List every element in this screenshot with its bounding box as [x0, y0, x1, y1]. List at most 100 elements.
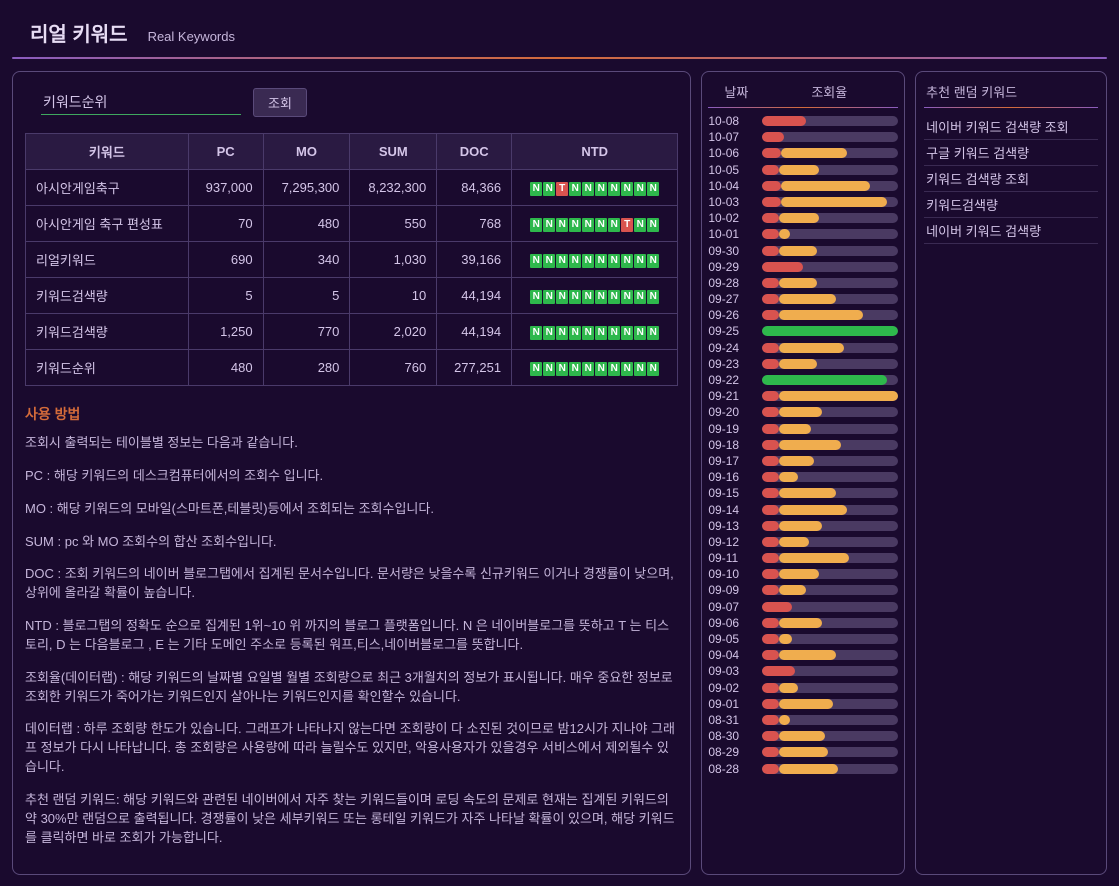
bar-row: 09-02 — [708, 681, 898, 695]
usage-paragraph: NTD : 블로그탭의 정확도 순으로 집계된 1위~10 위 까지의 블로그 … — [25, 617, 678, 655]
bar-date: 08-28 — [708, 762, 756, 776]
bar-track — [762, 683, 898, 693]
bar-track — [762, 391, 898, 401]
ntd-tag: N — [634, 290, 646, 304]
bar-row: 10-01 — [708, 227, 898, 241]
table-cell: 리얼키워드 — [26, 242, 189, 278]
bar-track — [762, 246, 898, 256]
table-cell: 7,295,300 — [263, 170, 350, 206]
bar-row: 10-05 — [708, 163, 898, 177]
table-cell: 아시안게임 축구 편성표 — [26, 206, 189, 242]
ntd-tag: N — [595, 182, 607, 196]
table-cell: 480 — [263, 206, 350, 242]
usage-paragraph: DOC : 조회 키워드의 네이버 블로그탭에서 집계된 문서수입니다. 문서량… — [25, 565, 678, 603]
bar-date: 09-05 — [708, 632, 756, 646]
bar-date: 09-26 — [708, 308, 756, 322]
bar-row: 09-25 — [708, 324, 898, 338]
bar-row: 09-03 — [708, 664, 898, 678]
bar-segment — [779, 505, 847, 515]
bar-row: 09-04 — [708, 648, 898, 662]
bar-segment — [762, 650, 778, 660]
table-cell: 1,030 — [350, 242, 437, 278]
bar-date: 08-30 — [708, 729, 756, 743]
bar-date: 09-12 — [708, 535, 756, 549]
bar-row: 09-29 — [708, 260, 898, 274]
search-row: 조회 — [41, 88, 678, 117]
chart-header-rule — [708, 107, 898, 108]
bar-segment — [779, 359, 817, 369]
ntd-tag: N — [621, 362, 633, 376]
keyword-input[interactable] — [41, 90, 241, 115]
bar-segment — [762, 683, 778, 693]
result-table: 키워드PCMOSUMDOCNTD 아시안게임축구937,0007,295,300… — [25, 133, 678, 386]
bar-segment — [779, 391, 899, 401]
bar-row: 09-27 — [708, 292, 898, 306]
bar-date: 09-03 — [708, 664, 756, 678]
bar-segment — [781, 148, 846, 158]
bar-track — [762, 715, 898, 725]
bar-segment — [779, 488, 836, 498]
bar-track — [762, 472, 898, 482]
bar-segment — [762, 278, 778, 288]
ntd-tag: N — [530, 290, 542, 304]
ntd-tag: N — [556, 290, 568, 304]
usage-paragraph: PC : 해당 키워드의 데스크컴퓨터에서의 조회수 입니다. — [25, 467, 678, 486]
bar-segment — [762, 634, 778, 644]
bar-date: 09-20 — [708, 405, 756, 419]
bar-segment — [762, 537, 778, 547]
usage-title: 사용 방법 — [25, 404, 678, 424]
bar-date: 09-09 — [708, 583, 756, 597]
table-cell: 340 — [263, 242, 350, 278]
bar-segment — [762, 213, 778, 223]
bar-segment — [762, 618, 778, 628]
recommend-item[interactable]: 네이버 키워드 검색량 조회 — [924, 114, 1098, 140]
bar-row: 09-19 — [708, 422, 898, 436]
chart-col-date: 날짜 — [710, 82, 762, 101]
ntd-tag: N — [595, 218, 607, 232]
bar-row: 09-14 — [708, 503, 898, 517]
ntd-cell: NNTNNNNNNN — [512, 170, 678, 206]
bar-segment — [762, 699, 778, 709]
bar-segment — [762, 666, 795, 676]
ntd-tag: N — [582, 326, 594, 340]
bar-date: 10-08 — [708, 114, 756, 128]
bar-date: 09-11 — [708, 551, 756, 565]
ntd-tag: N — [569, 254, 581, 268]
table-cell: 44,194 — [437, 278, 512, 314]
recommend-item[interactable]: 키워드검색량 — [924, 192, 1098, 218]
ntd-tag: N — [530, 254, 542, 268]
ntd-tag: N — [634, 254, 646, 268]
ntd-tag: N — [608, 362, 620, 376]
ntd-tag: N — [569, 290, 581, 304]
recommend-item[interactable]: 키워드 검색량 조회 — [924, 166, 1098, 192]
bar-segment — [781, 181, 869, 191]
bar-segment — [762, 424, 778, 434]
bar-date: 09-02 — [708, 681, 756, 695]
recommend-item[interactable]: 네이버 키워드 검색량 — [924, 218, 1098, 244]
bar-segment — [762, 472, 778, 482]
bar-segment — [762, 521, 778, 531]
bar-segment — [762, 294, 778, 304]
bar-date: 09-27 — [708, 292, 756, 306]
bar-date: 09-22 — [708, 373, 756, 387]
recommend-item[interactable]: 구글 키워드 검색량 — [924, 140, 1098, 166]
bar-row: 09-06 — [708, 616, 898, 630]
search-button[interactable]: 조회 — [253, 88, 307, 117]
chart-col-rate: 조회율 — [762, 82, 896, 101]
ntd-cell: NNNNNNNNNN — [512, 350, 678, 386]
main-panel: 조회 키워드PCMOSUMDOCNTD 아시안게임축구937,0007,295,… — [12, 71, 691, 875]
chart-header: 날짜 조회율 — [708, 82, 898, 105]
ntd-cell: NNNNNNNNNN — [512, 314, 678, 350]
bar-track — [762, 488, 898, 498]
bar-row: 09-05 — [708, 632, 898, 646]
ntd-tag: N — [543, 254, 555, 268]
bar-segment — [762, 715, 778, 725]
bar-date: 09-14 — [708, 503, 756, 517]
table-header: NTD — [512, 134, 678, 170]
ntd-tag: N — [608, 182, 620, 196]
bar-date: 09-19 — [708, 422, 756, 436]
page-title: 리얼 키워드 — [30, 18, 128, 47]
bar-track — [762, 569, 898, 579]
bar-segment — [762, 132, 784, 142]
ntd-tag: N — [543, 290, 555, 304]
